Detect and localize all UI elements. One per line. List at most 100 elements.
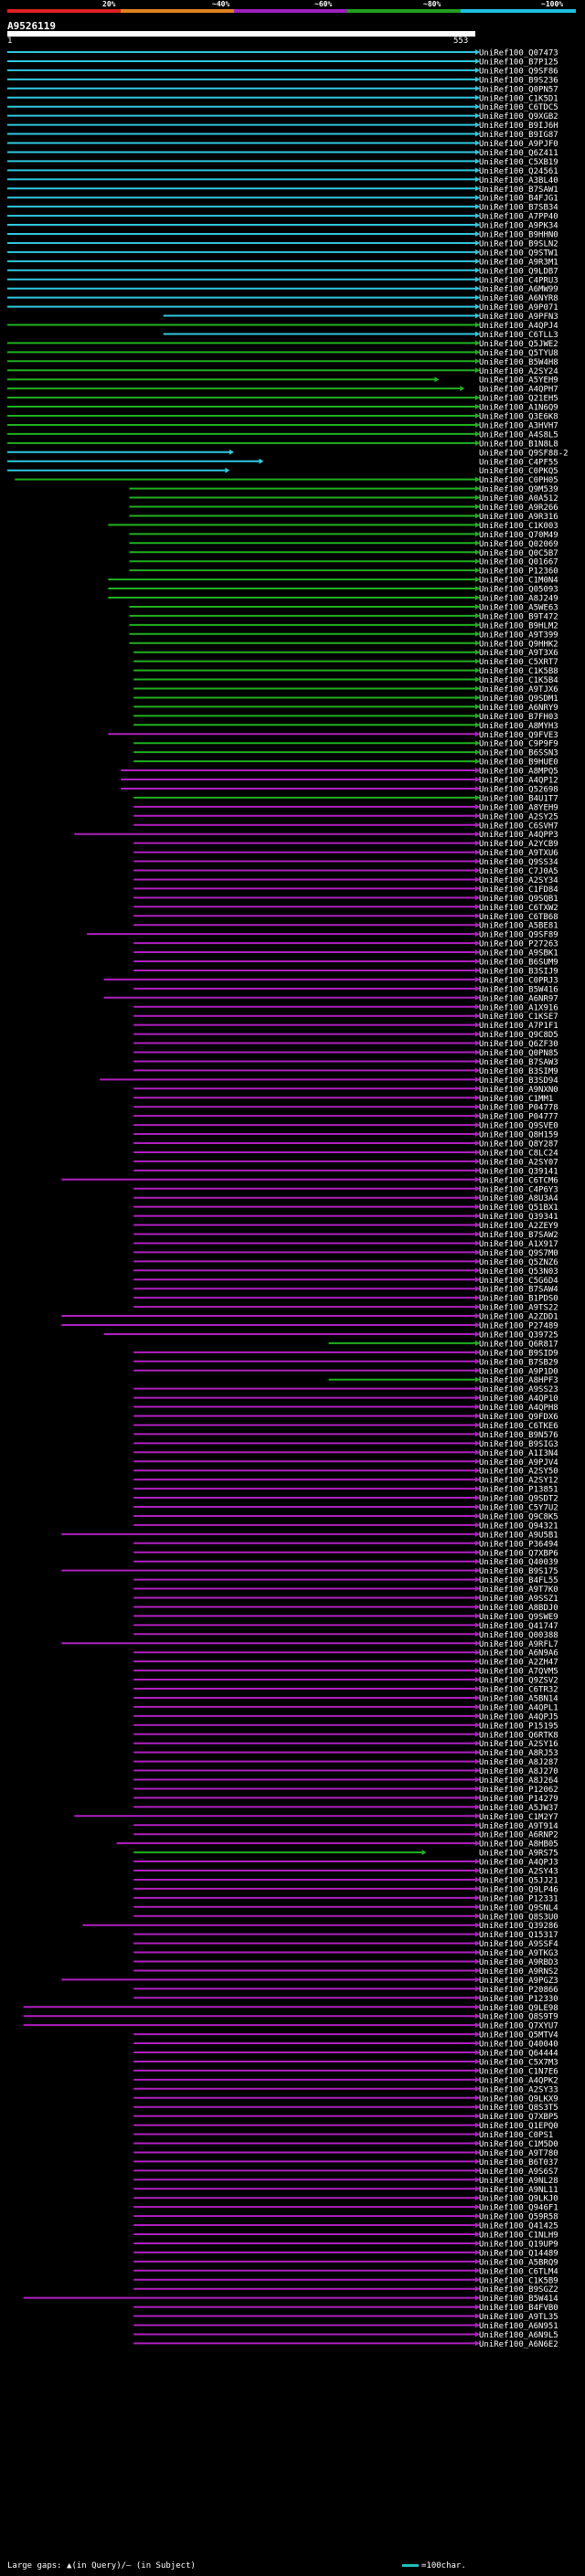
hit-row[interactable]: UniRef100_C6TXW2: [133, 904, 558, 913]
hit-id-link[interactable]: UniRef100_Q9ZSV2: [479, 1677, 558, 1686]
hit-id-link[interactable]: UniRef100_A8BDJ0: [479, 1604, 558, 1613]
hit-row[interactable]: UniRef100_A6N951: [133, 2322, 558, 2331]
hit-row[interactable]: UniRef100_A4S8L5: [7, 430, 558, 440]
hit-id-link[interactable]: UniRef100_B9IJ6H: [479, 122, 558, 131]
hit-id-link[interactable]: UniRef100_C4P6Y3: [479, 1185, 558, 1194]
hit-row[interactable]: UniRef100_A4QPJ4: [7, 322, 558, 331]
hit-id-link[interactable]: UniRef100_Q01667: [479, 558, 558, 567]
hit-id-link[interactable]: UniRef100_Q9SVE0: [479, 1122, 558, 1131]
hit-id-link[interactable]: UniRef100_A9NL11: [479, 2186, 558, 2195]
hit-row[interactable]: UniRef100_Q7XBP5: [133, 2113, 558, 2122]
hit-id-link[interactable]: UniRef100_Q5JWE2: [479, 340, 558, 349]
hit-row[interactable]: UniRef100_P27489: [61, 1322, 558, 1331]
hit-row[interactable]: UniRef100_A1X916: [133, 1003, 558, 1012]
hit-id-link[interactable]: UniRef100_C1K5B9: [479, 2276, 558, 2285]
hit-id-link[interactable]: UniRef100_B4U1T7: [479, 794, 558, 803]
hit-id-link[interactable]: UniRef100_B9S175: [479, 1567, 558, 1576]
hit-id-link[interactable]: UniRef100_Q7XBP6: [479, 1549, 558, 1558]
hit-id-link[interactable]: UniRef100_B6T037: [479, 2158, 558, 2168]
hit-id-link[interactable]: UniRef100_Q9SDT2: [479, 1495, 558, 1504]
hit-row[interactable]: UniRef100_A1N6Q9: [7, 404, 558, 413]
hit-id-link[interactable]: UniRef100_A4QPJ4: [479, 322, 558, 331]
hit-id-link[interactable]: UniRef100_A8J249: [479, 595, 558, 604]
hit-row[interactable]: UniRef100_A2SY16: [133, 1740, 558, 1749]
hit-id-link[interactable]: UniRef100_A4QP10: [479, 1394, 558, 1404]
hit-row[interactable]: UniRef100_C4PRU3: [7, 276, 558, 285]
hit-row[interactable]: UniRef100_B7SAW4: [133, 1286, 558, 1295]
hit-row[interactable]: UniRef100_P04777: [133, 1113, 558, 1122]
hit-id-link[interactable]: UniRef100_B4FVB0: [479, 2304, 558, 2313]
hit-id-link[interactable]: UniRef100_P04777: [479, 1113, 558, 1122]
hit-id-link[interactable]: UniRef100_A5JW37: [479, 1804, 558, 1813]
hit-row[interactable]: UniRef100_A9PGZ3: [61, 1977, 558, 1986]
hit-id-link[interactable]: UniRef100_B7FH03: [479, 713, 558, 722]
hit-row[interactable]: UniRef100_C0PKQ5: [7, 467, 558, 476]
hit-id-link[interactable]: UniRef100_A5BE81: [479, 922, 558, 931]
hit-row[interactable]: UniRef100_P27263: [133, 940, 558, 949]
hit-row[interactable]: UniRef100_C1K5D1: [7, 94, 558, 103]
hit-row[interactable]: UniRef100_Q01667: [129, 558, 558, 567]
hit-row[interactable]: UniRef100_A9RFL7: [61, 1640, 558, 1649]
hit-id-link[interactable]: UniRef100_B1PDS0: [479, 1295, 558, 1304]
hit-id-link[interactable]: UniRef100_C6TR32: [479, 1686, 558, 1695]
hit-row[interactable]: UniRef100_Q9C8D5: [133, 1031, 558, 1040]
hit-row[interactable]: UniRef100_C0PH05: [15, 476, 558, 485]
hit-row[interactable]: UniRef100_Q9LP46: [133, 1885, 558, 1894]
hit-id-link[interactable]: UniRef100_A2SY43: [479, 1868, 558, 1877]
hit-id-link[interactable]: UniRef100_A8MYH3: [479, 722, 558, 731]
hit-id-link[interactable]: UniRef100_A8J264: [479, 1776, 558, 1786]
hit-id-link[interactable]: UniRef100_A9SS23: [479, 1385, 558, 1394]
hit-row[interactable]: UniRef100_Q19UP9: [133, 2240, 558, 2249]
hit-id-link[interactable]: UniRef100_A1N6Q9: [479, 404, 558, 413]
hit-id-link[interactable]: UniRef100_C0PRJ3: [479, 976, 558, 985]
hit-id-link[interactable]: UniRef100_A6RNP2: [479, 1831, 558, 1840]
hit-id-link[interactable]: UniRef100_C1M5D0: [479, 2140, 558, 2149]
hit-row[interactable]: UniRef100_A8HPF3: [328, 1376, 558, 1385]
hit-row[interactable]: UniRef100_Q15317: [133, 1931, 558, 1940]
hit-row[interactable]: UniRef100_B9IJ6H: [7, 122, 558, 131]
hit-row[interactable]: UniRef100_C5Y7U2: [133, 1504, 558, 1513]
hit-row[interactable]: UniRef100_Q5MTV4: [133, 2031, 558, 2041]
hit-id-link[interactable]: UniRef100_Q9LKX9: [479, 2094, 558, 2104]
hit-row[interactable]: UniRef100_P12331: [133, 1894, 558, 1903]
hit-id-link[interactable]: UniRef100_C4PF55: [479, 458, 558, 467]
hit-id-link[interactable]: UniRef100_A9NL28: [479, 2177, 558, 2186]
hit-id-link[interactable]: UniRef100_Q59R58: [479, 2213, 558, 2222]
hit-row[interactable]: UniRef100_B6T037: [133, 2158, 558, 2168]
hit-id-link[interactable]: UniRef100_B7SAW3: [479, 1058, 558, 1067]
hit-id-link[interactable]: UniRef100_B4FJG1: [479, 195, 558, 204]
hit-row[interactable]: UniRef100_Q9SF89: [87, 931, 558, 940]
hit-row[interactable]: UniRef100_C6TLM4: [133, 2267, 558, 2276]
hit-row[interactable]: UniRef100_B9HLM2: [129, 621, 558, 631]
hit-id-link[interactable]: UniRef100_A8YEH9: [479, 803, 558, 812]
hit-id-link[interactable]: UniRef100_C5G6D4: [479, 1277, 558, 1286]
hit-id-link[interactable]: UniRef100_P36494: [479, 1540, 558, 1549]
hit-id-link[interactable]: UniRef100_B9N576: [479, 1431, 558, 1440]
hit-row[interactable]: UniRef100_A9NL11: [133, 2186, 558, 2195]
hit-row[interactable]: UniRef100_Q8Y287: [133, 1140, 558, 1150]
hit-id-link[interactable]: UniRef100_B9SLN2: [479, 239, 558, 249]
hit-row[interactable]: UniRef100_C1K5B8: [133, 667, 558, 676]
hit-row[interactable]: UniRef100_Q9SQB1: [133, 895, 558, 904]
hit-id-link[interactable]: UniRef100_C0PH05: [479, 476, 558, 485]
hit-id-link[interactable]: UniRef100_A9SSZ1: [479, 1595, 558, 1604]
hit-id-link[interactable]: UniRef100_C1FD84: [479, 885, 558, 895]
hit-id-link[interactable]: UniRef100_Q8Y287: [479, 1140, 558, 1150]
hit-id-link[interactable]: UniRef100_P12330: [479, 1995, 558, 2004]
hit-row[interactable]: UniRef100_Q51BX1: [133, 1203, 558, 1213]
hit-row[interactable]: UniRef100_Q6Z411: [7, 149, 558, 158]
hit-row[interactable]: UniRef100_Q9LKX9: [133, 2094, 558, 2104]
hit-row[interactable]: UniRef100_Q9SF88-2: [7, 449, 569, 458]
hit-id-link[interactable]: UniRef100_C5XB19: [479, 158, 558, 167]
hit-row[interactable]: UniRef100_C0PRJ3: [103, 976, 558, 985]
hit-id-link[interactable]: UniRef100_A9R316: [479, 513, 558, 522]
hit-row[interactable]: UniRef100_B5W414: [23, 2295, 558, 2304]
hit-row[interactable]: UniRef100_B7SAW3: [133, 1058, 558, 1067]
hit-row[interactable]: UniRef100_B4FL55: [133, 1576, 558, 1585]
hit-row[interactable]: UniRef100_C1M2Y7: [74, 1813, 558, 1822]
hit-id-link[interactable]: UniRef100_A8HB05: [479, 1840, 558, 1850]
hit-id-link[interactable]: UniRef100_C5XRT7: [479, 658, 558, 667]
hit-row[interactable]: UniRef100_B9S175: [61, 1567, 558, 1576]
hit-row[interactable]: UniRef100_Q8S3U0: [133, 1913, 558, 1922]
hit-id-link[interactable]: UniRef100_B9SGZ2: [479, 2285, 558, 2295]
